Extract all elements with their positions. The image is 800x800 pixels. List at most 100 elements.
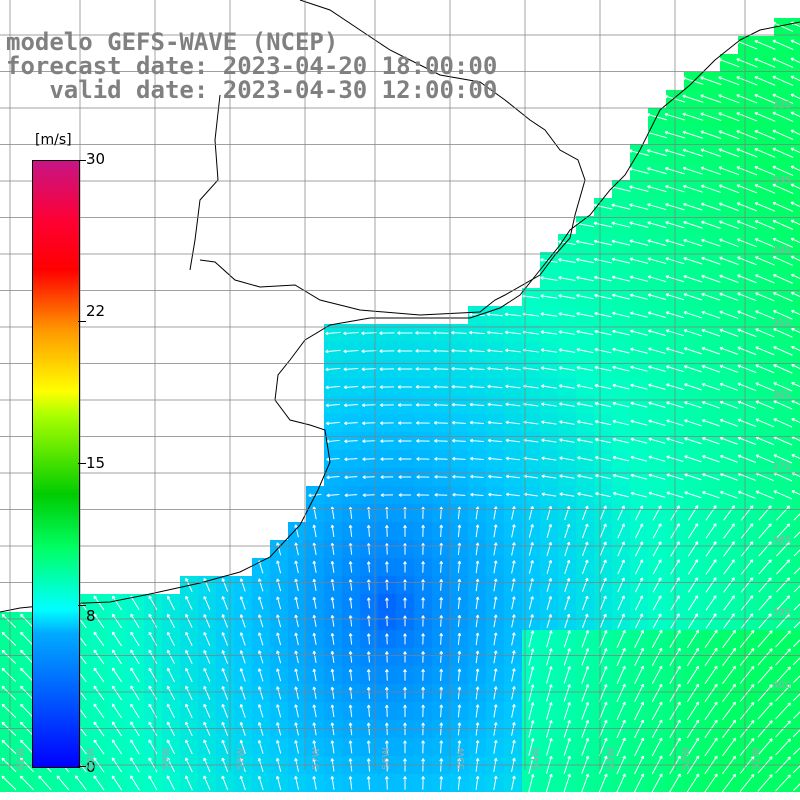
wind-arrow xyxy=(682,148,704,157)
wind-arrow xyxy=(652,613,662,629)
wind-arrow xyxy=(504,312,522,317)
wind-arrow xyxy=(451,384,467,389)
wind-cell xyxy=(792,450,800,468)
wind-arrow xyxy=(330,524,335,538)
wind-arrow xyxy=(634,647,644,666)
wind-arrow xyxy=(1,703,17,719)
wind-arrow xyxy=(380,439,394,443)
wind-arrow xyxy=(594,365,612,372)
wind-arrow xyxy=(772,237,794,248)
wind-arrow xyxy=(648,473,666,480)
wind-arrow xyxy=(581,595,589,611)
wind-arrow xyxy=(652,541,662,557)
wind-arrow xyxy=(612,365,630,372)
wind-arrow xyxy=(348,543,353,555)
wind-arrow xyxy=(617,505,625,521)
wind-arrow xyxy=(493,596,498,610)
wind-arrow xyxy=(505,474,520,479)
wind-arrow xyxy=(185,631,193,646)
wind-arrow xyxy=(558,348,576,353)
wind-arrow xyxy=(366,561,371,573)
wind-arrow xyxy=(403,704,407,717)
wind-arrow xyxy=(475,722,480,736)
wind-arrow xyxy=(740,505,754,521)
wind-arrow xyxy=(736,220,757,230)
wind-arrow xyxy=(330,560,335,573)
wind-cell xyxy=(792,90,800,108)
wind-arrow xyxy=(403,722,407,736)
wind-arrow xyxy=(475,668,480,682)
wind-arrow xyxy=(718,94,740,104)
wind-arrow xyxy=(384,633,389,645)
wind-arrow xyxy=(563,648,571,666)
wind-arrow xyxy=(628,149,649,157)
wind-arrow xyxy=(775,774,791,792)
wind-arrow xyxy=(704,629,718,649)
wind-arrow xyxy=(723,577,735,593)
wind-arrow xyxy=(611,275,630,282)
wind-arrow xyxy=(559,438,575,443)
wind-arrow xyxy=(772,201,794,212)
wind-arrow xyxy=(593,257,612,264)
wind-arrow xyxy=(457,560,462,573)
wind-arrow xyxy=(439,668,444,681)
wind-arrow xyxy=(701,437,720,445)
wind-cell xyxy=(792,180,800,198)
wind-arrow xyxy=(790,237,800,244)
longitude-label: 60W xyxy=(86,747,97,770)
wind-arrow xyxy=(457,740,462,754)
wind-arrow xyxy=(612,401,630,408)
wind-arrow xyxy=(581,541,589,557)
wind-arrow xyxy=(773,346,793,356)
wind-arrow xyxy=(148,595,158,611)
wind-arrow xyxy=(421,776,425,790)
wind-arrow xyxy=(629,257,649,264)
latitude-label: 33S xyxy=(772,175,792,186)
wind-arrow xyxy=(739,629,755,648)
wind-arrow xyxy=(403,615,407,627)
wind-arrow xyxy=(576,420,593,426)
wind-arrow xyxy=(528,738,535,756)
wind-arrow xyxy=(791,363,800,370)
wind-arrow xyxy=(564,541,571,557)
wind-arrow xyxy=(148,721,158,737)
wind-arrow xyxy=(403,579,407,591)
wind-arrow xyxy=(704,773,718,793)
wind-arrow xyxy=(758,613,772,629)
wind-arrow xyxy=(630,473,648,480)
wind-arrow xyxy=(736,112,758,122)
wind-arrow xyxy=(705,559,717,575)
wind-arrow xyxy=(511,686,516,700)
wind-arrow xyxy=(493,668,498,682)
wind-cell xyxy=(792,558,800,576)
wind-arrow xyxy=(452,492,466,497)
wind-arrow xyxy=(528,648,535,666)
wind-arrow xyxy=(772,183,794,194)
wind-arrow xyxy=(361,349,377,354)
wind-arrow xyxy=(754,220,776,230)
wind-arrow xyxy=(505,384,521,389)
wind-arrow xyxy=(755,310,775,320)
wind-arrow xyxy=(276,650,282,664)
wind-arrow xyxy=(343,385,359,390)
wind-arrow xyxy=(790,273,800,280)
wind-arrow xyxy=(344,493,358,498)
wind-arrow xyxy=(343,331,359,336)
wind-arrow xyxy=(439,579,444,591)
wind-arrow xyxy=(701,418,720,427)
wind-arrow xyxy=(558,330,576,335)
wind-arrow xyxy=(487,384,503,389)
colorbar-tick-label: 22 xyxy=(86,302,106,320)
wind-arrow xyxy=(682,76,704,85)
wind-arrow xyxy=(651,719,663,739)
wind-cell xyxy=(792,738,800,756)
latitude-label: 37S xyxy=(772,462,792,473)
wind-arrow xyxy=(403,633,407,645)
wind-arrow xyxy=(312,722,317,736)
wind-arrow xyxy=(704,719,718,739)
wind-cell xyxy=(792,468,800,486)
wind-arrow xyxy=(772,147,794,158)
wind-arrow xyxy=(648,455,666,462)
wind-arrow xyxy=(19,739,34,755)
wind-arrow xyxy=(683,220,703,229)
